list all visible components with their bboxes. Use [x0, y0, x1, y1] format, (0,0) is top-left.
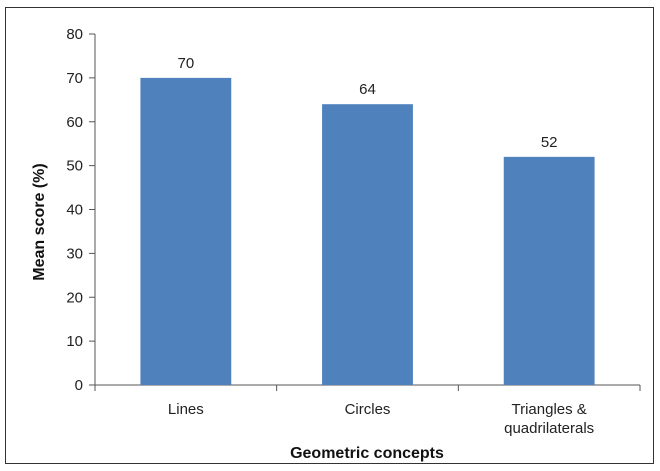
data-label-3: 52 [541, 134, 558, 151]
data-labels: 70 64 52 [177, 55, 557, 151]
y-axis-title: Mean score (%) [31, 163, 48, 280]
bar-1 [140, 77, 232, 385]
x-tick-label: Lines [168, 401, 204, 418]
y-tick-label: 50 [66, 158, 83, 175]
y-tick-label: 40 [66, 202, 83, 219]
x-axis-ticks: Lines Circles Triangles & quadrilaterals [94, 385, 641, 437]
bar-2 [322, 104, 413, 385]
x-axis-title: Geometric concepts [290, 445, 444, 462]
x-tick-label: Triangles & quadrilaterals [504, 401, 594, 437]
y-tick-label: 60 [66, 114, 83, 131]
y-tick-label: 80 [66, 26, 83, 43]
x-tick-label-line: Circles [345, 401, 391, 418]
y-tick-label: 0 [75, 377, 83, 394]
x-tick-label: Circles [345, 401, 391, 418]
x-tick-label-line: Triangles & [512, 401, 587, 418]
y-tick-label: 70 [66, 70, 83, 87]
x-tick-label-line: Lines [168, 401, 204, 418]
y-tick-label: 10 [66, 333, 83, 350]
bar-3 [503, 156, 595, 385]
y-tick-label: 30 [66, 245, 83, 262]
bars [140, 77, 595, 385]
y-axis-ticks: 0 10 20 30 40 50 60 70 80 [66, 26, 95, 394]
x-tick-label-line: quadrilaterals [504, 420, 594, 437]
y-tick-label: 20 [66, 289, 83, 306]
data-label-2: 64 [359, 81, 376, 98]
data-label-1: 70 [177, 55, 194, 72]
